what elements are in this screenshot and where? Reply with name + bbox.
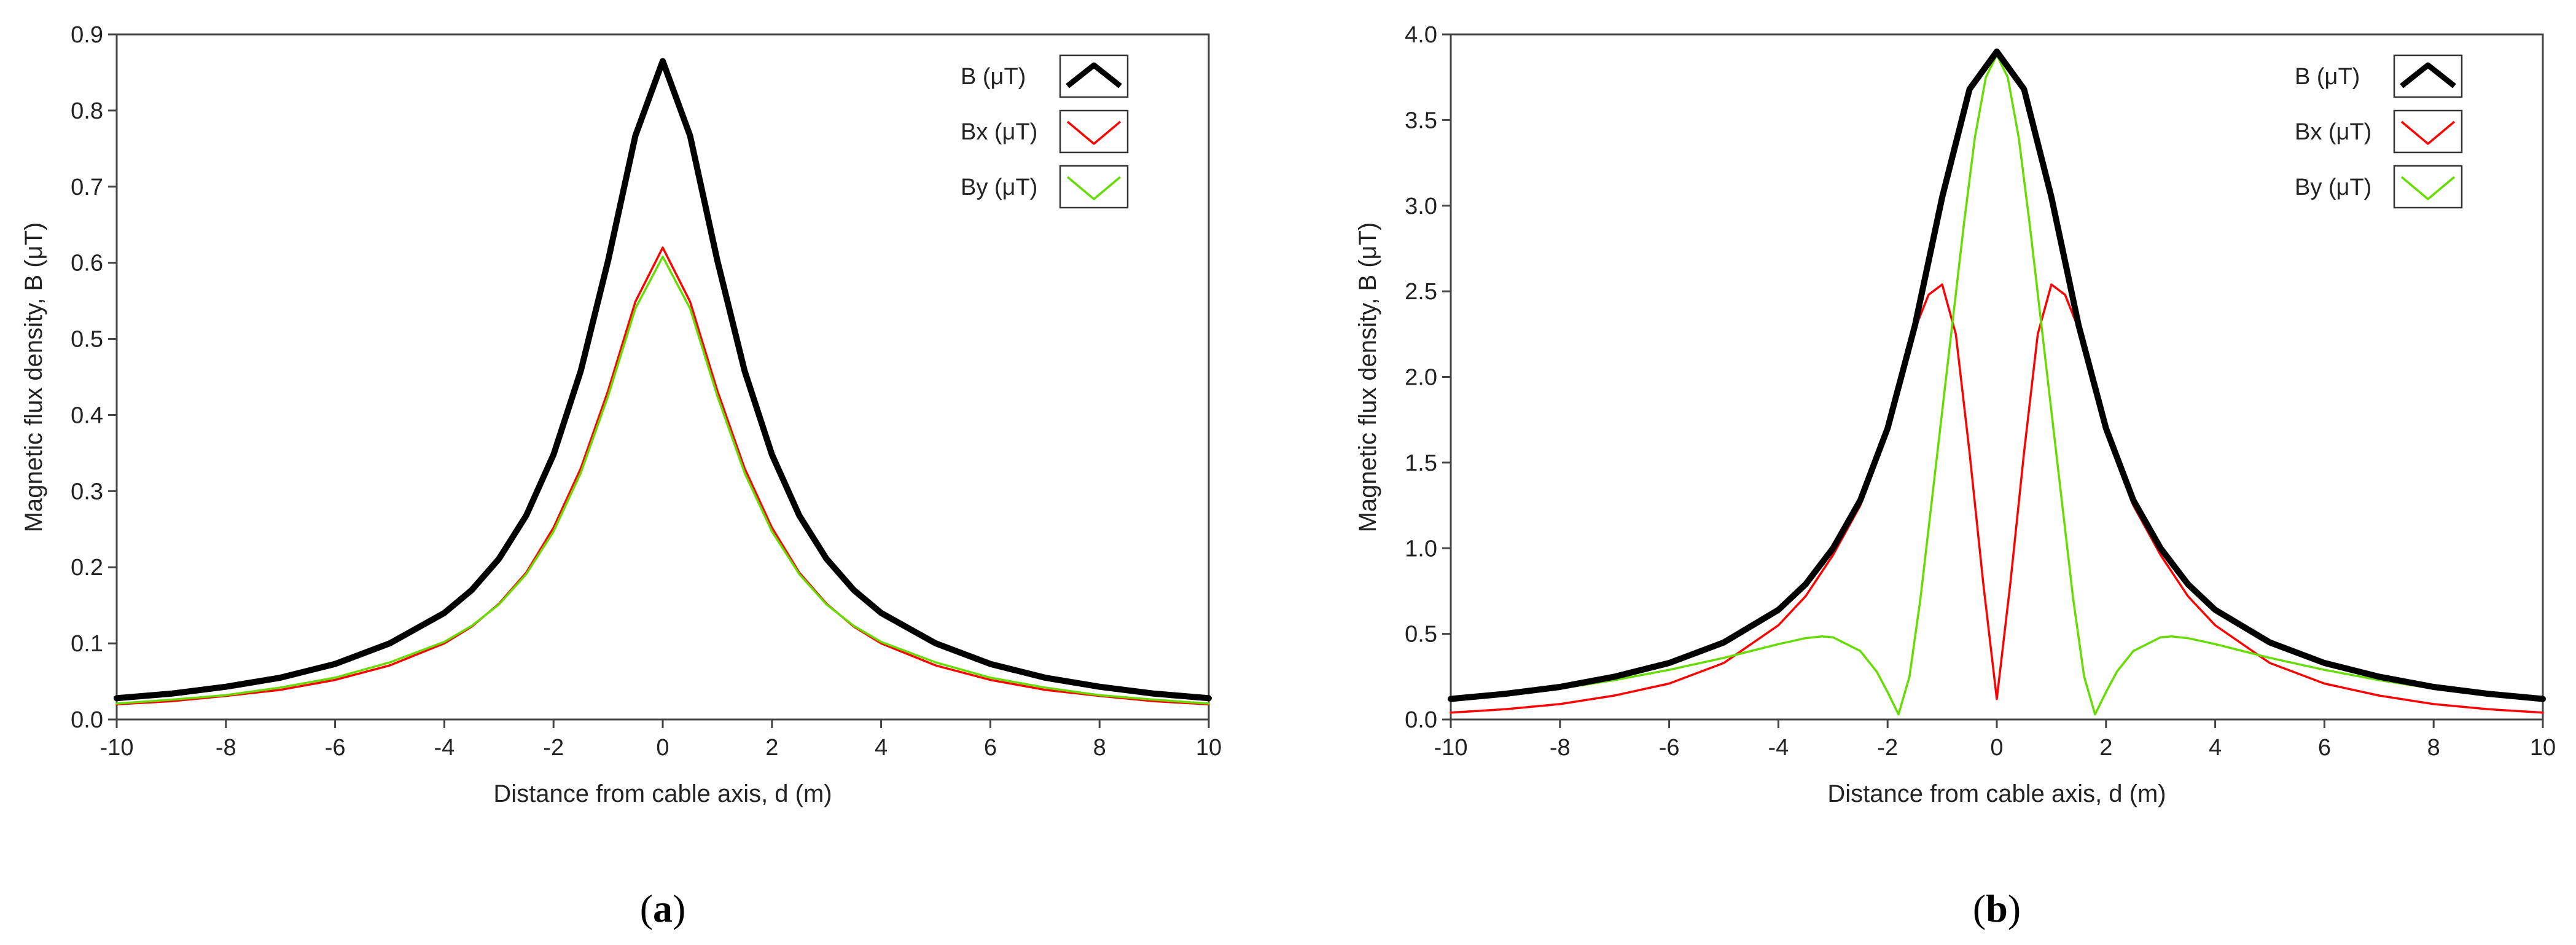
series-line-b (114, 58, 1212, 702)
y-tick-label: 0.2 (71, 555, 103, 581)
legend-swatch-box (2393, 54, 2463, 98)
legend-b: B (μT) Bx (μT) By (μT) (2295, 54, 2463, 209)
legend-swatch-line (1066, 176, 1122, 200)
x-tick-label: 10 (1196, 735, 1222, 761)
y-tick-label: 0.1 (71, 631, 103, 657)
chart-panel-b: 0.0 0.5 1.0 1.5 2.0 2.5 3.0 3.5 4.0 -10 -8 -6 -4 -2 0… (1354, 22, 2556, 930)
y-tick-label: 0.5 (1405, 622, 1437, 648)
panel-caption-letter-b: b (1986, 887, 2008, 930)
x-tick-label: 4 (875, 735, 888, 761)
legend-swatch-line (1066, 62, 1122, 88)
y-tick-label: 0.8 (71, 98, 103, 124)
x-tick-label: -2 (543, 735, 564, 761)
axis-ticks-a (108, 33, 1210, 728)
panel-caption-b: (b) (1973, 887, 2021, 930)
legend-swatch-box (1059, 109, 1129, 154)
x-tick-label: -4 (1768, 735, 1789, 761)
x-tick-label: -8 (216, 735, 236, 761)
x-axis-title-a: Distance from cable axis, d (m) (493, 780, 832, 807)
y-tick-label: 0.7 (71, 174, 103, 200)
legend-label: B (μT) (2295, 64, 2360, 90)
y-tick-labels-b: 0.0 0.5 1.0 1.5 2.0 2.5 3.0 3.5 4.0 (1405, 22, 1437, 733)
panel-caption-letter-a: a (653, 887, 673, 930)
legend-label: By (μT) (961, 174, 1037, 200)
x-tick-label: 6 (2318, 735, 2331, 761)
legend-label: B (μT) (961, 64, 1026, 90)
x-tick-label: 0 (656, 735, 669, 761)
plot-area-a (115, 33, 1210, 721)
legend-swatch-box (1059, 165, 1129, 209)
legend-swatch-box (2393, 165, 2463, 209)
y-tick-label: 0.0 (71, 707, 103, 733)
x-tick-label: -2 (1877, 735, 1898, 761)
series-layer-b (1448, 48, 2546, 716)
x-tick-label: 10 (2530, 735, 2556, 761)
y-tick-label: 0.5 (71, 327, 103, 353)
x-axis-title-b: Distance from cable axis, d (m) (1827, 780, 2166, 807)
y-tick-label: 1.0 (1405, 536, 1437, 562)
x-tick-label: -6 (1659, 735, 1680, 761)
x-tick-label: -10 (1434, 735, 1468, 761)
chart-panel-a: 0.0 0.1 0.2 0.3 0.4 0.5 0.6 0.7 0.8 0.9 -10 -8 -6 -4… (20, 22, 1222, 930)
y-tick-label: 1.5 (1405, 450, 1437, 476)
x-tick-label: 8 (2427, 735, 2440, 761)
legend-swatch-line (2400, 62, 2456, 88)
x-tick-labels-b: -10 -8 -6 -4 -2 0 2 4 6 8 10 (1434, 735, 2556, 761)
y-tick-label: 2.5 (1405, 279, 1437, 305)
x-tick-label: 0 (1990, 735, 2003, 761)
series-line-bx (1450, 283, 2544, 714)
y-tick-label: 3.0 (1405, 194, 1437, 219)
y-axis-title-a: Magnetic flux density, B (μT) (20, 222, 47, 533)
y-tick-labels-a: 0.0 0.1 0.2 0.3 0.4 0.5 0.6 0.7 0.8 0.9 (71, 22, 103, 733)
plot-area-b (1450, 33, 2544, 721)
legend-swatch-line (2400, 176, 2456, 200)
y-tick-label: 0.4 (71, 402, 103, 428)
y-tick-label: 0.6 (71, 251, 103, 276)
x-tick-label: 2 (2099, 735, 2112, 761)
x-tick-label: -8 (1550, 735, 1571, 761)
legend-label: By (μT) (2295, 174, 2371, 200)
y-tick-label: 4.0 (1405, 22, 1437, 48)
y-tick-label: 0.3 (71, 479, 103, 504)
legend-swatch-line (1066, 120, 1122, 145)
legend-a: B (μT) Bx (μT) By (μT) (961, 54, 1129, 209)
x-tick-label: -4 (434, 735, 455, 761)
series-layer-a (114, 58, 1212, 705)
legend-label: Bx (μT) (961, 119, 1037, 145)
x-tick-label: -6 (325, 735, 346, 761)
x-tick-label: 2 (765, 735, 778, 761)
legend-label: Bx (μT) (2295, 119, 2371, 145)
x-tick-label: 8 (1093, 735, 1106, 761)
y-tick-label: 0.0 (1405, 707, 1437, 733)
series-line-bx (115, 246, 1210, 705)
y-tick-label: 3.5 (1405, 108, 1437, 133)
y-tick-label: 0.9 (71, 22, 103, 48)
x-tick-label: -10 (100, 735, 134, 761)
x-tick-label: 4 (2209, 735, 2222, 761)
panel-caption-a: (a) (640, 887, 686, 930)
y-tick-label: 2.0 (1405, 365, 1437, 391)
legend-swatch-line (2400, 120, 2456, 145)
legend-swatch-box (1059, 54, 1129, 98)
x-tick-label: 6 (984, 735, 997, 761)
series-line-b (1448, 48, 2546, 702)
x-tick-labels-a: -10 -8 -6 -4 -2 0 2 4 6 8 10 (100, 735, 1222, 761)
y-axis-title-b: Magnetic flux density, B (μT) (1354, 222, 1381, 533)
axis-ticks-b (1442, 33, 2544, 728)
series-line-by (115, 256, 1210, 705)
legend-swatch-box (2393, 109, 2463, 154)
